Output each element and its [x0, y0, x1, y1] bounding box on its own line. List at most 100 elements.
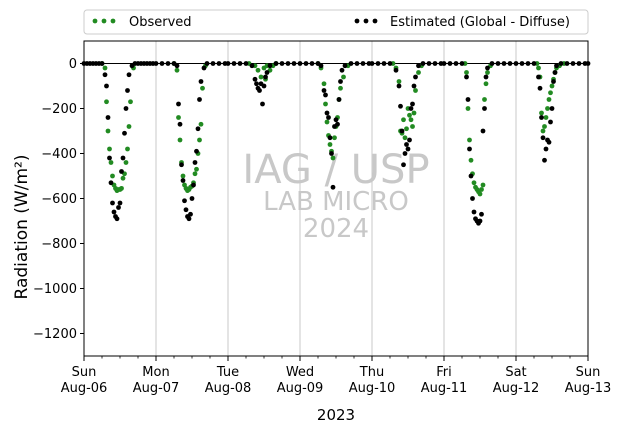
x-tick-label-day: Thu	[359, 365, 384, 380]
estimated-point	[120, 155, 126, 161]
estimated-point	[243, 61, 249, 66]
x-tick-label-date: Aug-12	[493, 381, 540, 396]
estimated-point	[333, 117, 339, 123]
estimated-point	[249, 63, 255, 69]
y-tick-label: −600	[41, 192, 77, 207]
observed-point	[536, 65, 541, 71]
estimated-point	[237, 61, 243, 66]
estimated-point	[108, 180, 114, 186]
estimated-point	[387, 61, 393, 66]
observed-point	[107, 146, 112, 152]
estimated-point	[323, 92, 328, 98]
estimated-point	[570, 61, 576, 66]
estimated-point	[432, 61, 438, 66]
y-tick-label: 0	[69, 57, 77, 72]
observed-point	[404, 126, 409, 132]
estimated-point	[252, 76, 258, 82]
observed-point	[540, 128, 546, 134]
estimated-point	[459, 61, 465, 66]
legend-label-estimated: Estimated (Global - Diffuse)	[390, 15, 570, 30]
estimated-point	[441, 61, 447, 66]
observed-point	[485, 70, 490, 75]
estimated-point	[117, 200, 123, 206]
observed-point	[102, 65, 108, 71]
estimated-point	[467, 146, 472, 152]
observed-point	[105, 128, 111, 134]
observed-point	[464, 70, 469, 75]
estimated-point	[197, 97, 202, 102]
observed-point	[255, 67, 261, 73]
estimated-point	[174, 63, 180, 69]
estimated-point	[291, 61, 297, 66]
observed-point	[323, 101, 328, 107]
estimated-point	[413, 74, 418, 80]
observed-point	[198, 121, 204, 127]
estimated-point	[426, 61, 432, 66]
legend-marker-estimated	[372, 18, 378, 24]
estimated-point	[480, 128, 486, 134]
legend-marker-observed	[101, 18, 107, 24]
watermark-line: IAG / USP	[242, 147, 429, 193]
observed-point	[338, 85, 343, 91]
y-tick-label: −400	[41, 147, 77, 162]
estimated-point	[179, 162, 184, 168]
observed-point	[549, 83, 555, 89]
estimated-point	[99, 61, 105, 66]
observed-point	[407, 112, 412, 118]
observed-point	[477, 191, 483, 197]
estimated-point	[408, 106, 414, 111]
legend: Observed Estimated (Global - Diffuse)	[83, 9, 589, 35]
observed-point	[396, 79, 402, 84]
legend-marker-observed	[92, 18, 98, 24]
observed-point	[200, 85, 205, 91]
observed-point	[408, 117, 414, 123]
estimated-point	[369, 61, 375, 66]
observed-point	[471, 180, 477, 186]
observed-point	[194, 166, 199, 172]
estimated-point	[548, 119, 553, 125]
estimated-point	[159, 61, 165, 66]
x-tick-label-day: Sun	[72, 365, 97, 380]
estimated-point	[543, 146, 549, 152]
estimated-point	[468, 173, 474, 179]
legend-marker-estimated	[354, 18, 360, 24]
observed-point	[332, 135, 337, 141]
observed-point	[324, 119, 330, 125]
watermark-line: 2024	[303, 214, 369, 244]
observed-point	[123, 160, 129, 165]
estimated-point	[531, 61, 537, 66]
estimated-point	[107, 155, 112, 161]
estimated-point	[453, 61, 459, 66]
estimated-point	[324, 110, 330, 116]
estimated-point	[507, 61, 513, 66]
estimated-point	[558, 61, 564, 66]
estimated-point	[329, 151, 334, 156]
estimated-point	[122, 130, 127, 136]
observed-point	[546, 97, 552, 102]
observed-point	[177, 137, 183, 143]
x-tick-label-date: Aug-07	[133, 381, 180, 396]
observed-point	[465, 106, 471, 111]
estimated-point	[348, 61, 354, 66]
observed-point	[110, 173, 115, 179]
estimated-point	[204, 61, 210, 66]
estimated-point	[401, 162, 406, 168]
observed-point	[482, 97, 487, 102]
plot-area	[84, 41, 588, 356]
legend-marker-estimated	[363, 18, 369, 24]
estimated-point	[194, 148, 199, 154]
x-tick-label-date: Aug-11	[421, 381, 468, 396]
observed-point	[126, 124, 132, 129]
points-layer	[81, 61, 591, 226]
x-tick-label-day: Sat	[505, 365, 526, 380]
estimated-point	[330, 184, 336, 190]
watermark-line: LAB MICRO	[263, 187, 409, 217]
estimated-point	[210, 61, 216, 66]
estimated-point	[195, 126, 201, 132]
observed-point	[176, 115, 181, 120]
estimated-point	[123, 106, 129, 111]
estimated-point	[393, 67, 399, 73]
x-tick-label-day: Mon	[142, 365, 169, 380]
estimated-point	[407, 137, 412, 143]
